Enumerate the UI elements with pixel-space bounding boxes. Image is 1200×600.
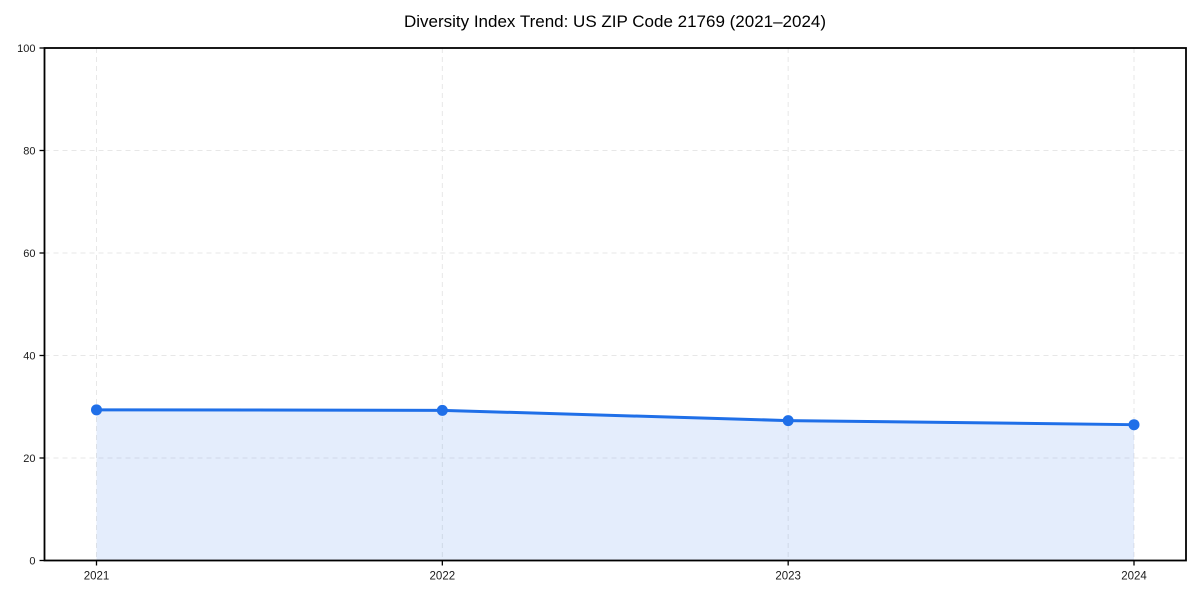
data-point-2021 <box>91 404 102 416</box>
x-tick-labels: 2021 2022 2023 2024 <box>84 571 1148 583</box>
y-tick-labels: 0 20 40 60 80 100 <box>17 43 35 568</box>
chart-title: Diversity Index Trend: US ZIP Code 21769… <box>403 12 827 31</box>
x-tick-label: 2024 <box>1121 571 1147 583</box>
data-point-2022 <box>436 404 448 416</box>
tick-marks <box>39 47 1135 566</box>
x-tick-label: 2023 <box>775 571 801 583</box>
trend-line <box>95 408 1136 427</box>
plot-border <box>43 47 1187 562</box>
area-fill <box>96 409 1134 561</box>
y-tick-label: 40 <box>23 351 35 363</box>
y-tick-label: 80 <box>23 146 35 158</box>
y-tick-label: 100 <box>17 43 35 55</box>
y-tick-label: 20 <box>23 453 35 465</box>
data-point-2024 <box>1128 419 1140 431</box>
x-tick-label: 2022 <box>430 571 456 583</box>
y-tick-label: 60 <box>23 248 35 260</box>
data-point-2023 <box>782 415 794 427</box>
x-tick-label: 2021 <box>84 571 110 583</box>
y-tick-label: 0 <box>29 556 35 568</box>
data-points <box>91 404 1140 431</box>
